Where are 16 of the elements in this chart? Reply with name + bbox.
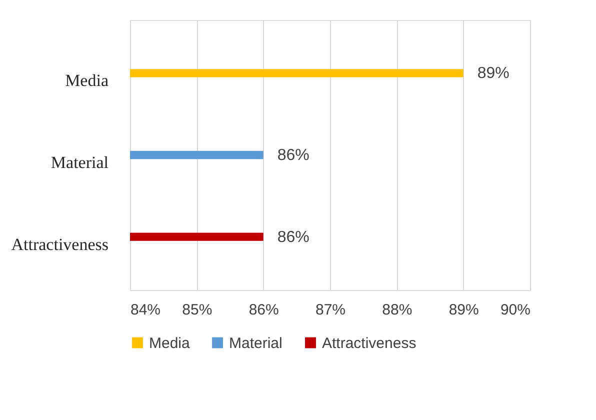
- x-tick-label: 84%: [130, 302, 161, 318]
- x-tick-label: 90%: [500, 302, 530, 318]
- y-tick-label: Media: [65, 71, 109, 90]
- legend-label: Material: [229, 334, 282, 352]
- x-tick-label: 89%: [448, 302, 479, 318]
- x-tick-label: 88%: [382, 302, 412, 318]
- legend-label: Media: [149, 334, 191, 352]
- y-tick-label: Attractiveness: [11, 234, 108, 254]
- x-tick-label: 86%: [248, 302, 279, 318]
- y-tick-label: Material: [50, 153, 109, 172]
- data-label: 89%: [477, 65, 510, 82]
- x-tick-label: 87%: [315, 302, 346, 318]
- legend-label: Attractiveness: [322, 334, 416, 352]
- data-label: 86%: [277, 147, 310, 164]
- x-tick-label: 85%: [182, 302, 212, 318]
- data-label: 86%: [277, 228, 310, 246]
